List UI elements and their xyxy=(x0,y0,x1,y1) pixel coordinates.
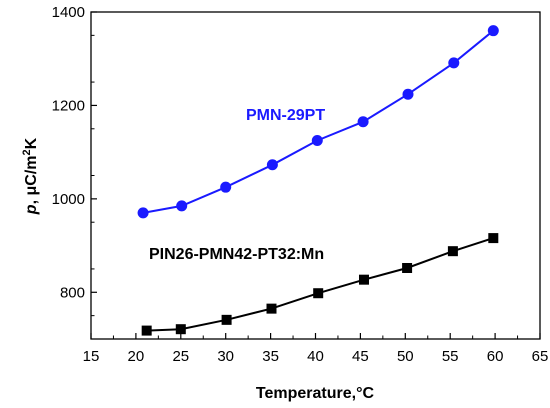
x-tick-label: 35 xyxy=(262,348,279,365)
y-axis-unit: , μC/m xyxy=(23,156,40,205)
data-point xyxy=(488,233,499,244)
series-label-pin26: PIN26-PMN42-PT32:Mn xyxy=(149,246,324,263)
data-point xyxy=(141,325,152,336)
data-point xyxy=(266,303,277,314)
data-point xyxy=(220,181,232,193)
x-tick-label: 25 xyxy=(172,348,189,365)
y-tick-label: 1000 xyxy=(52,191,85,208)
data-point xyxy=(357,116,369,128)
series-layer xyxy=(137,25,499,336)
x-axis-title: Temperature,°C xyxy=(256,385,375,402)
data-point xyxy=(311,134,323,146)
data-point xyxy=(358,274,369,285)
x-tick-label: 40 xyxy=(307,348,324,365)
x-tick-label: 20 xyxy=(128,348,145,365)
x-tick-label: 15 xyxy=(83,348,100,365)
data-point xyxy=(487,25,499,37)
x-tick-label: 50 xyxy=(397,348,414,365)
y-axis-superscript: 2 xyxy=(21,149,33,155)
y-tick-label: 1400 xyxy=(52,4,85,21)
data-point xyxy=(266,159,278,171)
series-label-pmn29pt: PMN-29PT xyxy=(246,107,325,124)
data-point xyxy=(402,262,413,273)
data-point xyxy=(176,200,188,212)
data-point xyxy=(402,88,414,100)
x-tick-label: 45 xyxy=(352,348,369,365)
y-axis-unit-end: K xyxy=(23,137,40,149)
x-tick-label: 60 xyxy=(487,348,504,365)
data-point xyxy=(175,324,186,335)
x-tick-label: 65 xyxy=(532,348,549,365)
y-axis-symbol: p xyxy=(23,204,40,215)
y-tick-label: 800 xyxy=(60,284,85,301)
x-tick-label: 55 xyxy=(442,348,459,365)
x-tick-label: 30 xyxy=(217,348,234,365)
axis-ticks: 15 20 25 30 35 40 45 50 55 60 65 800 1000 1200 1400 xyxy=(52,4,549,365)
data-point xyxy=(448,57,460,69)
y-tick-label: 1200 xyxy=(52,97,85,114)
data-point xyxy=(137,207,149,219)
y-axis-title: p, μC/m2K xyxy=(21,137,40,215)
data-point xyxy=(221,314,232,325)
data-point xyxy=(313,288,324,299)
data-point xyxy=(447,246,458,257)
